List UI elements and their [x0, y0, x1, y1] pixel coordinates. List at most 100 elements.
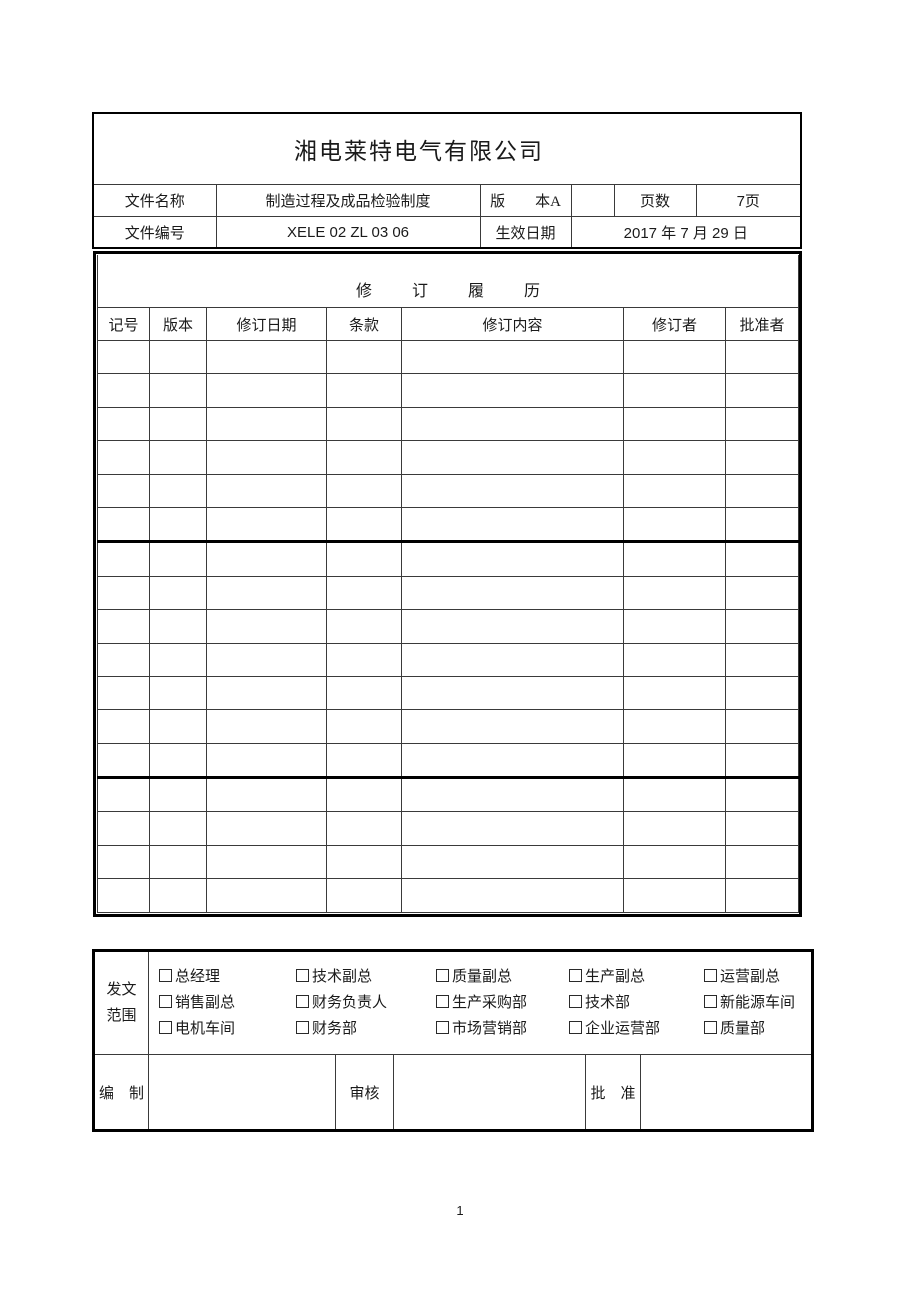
checkbox-unchecked-icon	[569, 969, 582, 982]
document-header-table: 湘电莱特电气有限公司 文件名称 制造过程及成品检验制度 版 本A 页数 7页 文…	[92, 112, 803, 249]
checkbox-label: 财务部	[312, 1021, 358, 1037]
checkbox-label: 生产采购部	[452, 995, 528, 1011]
distribution-checkbox-总经理[interactable]: 总经理	[159, 964, 296, 990]
revision-empty-row	[97, 373, 800, 408]
prepare-label: 编 制	[93, 1054, 149, 1131]
checkbox-label: 电机车间	[175, 1021, 236, 1037]
revision-empty-cell	[97, 541, 150, 577]
distribution-scope-label: 发文 范围	[93, 950, 149, 1055]
doc-name-value: 制造过程及成品检验制度	[215, 184, 481, 217]
distribution-checkbox-生产采购部[interactable]: 生产采购部	[436, 990, 569, 1016]
revision-empty-cell	[149, 373, 207, 408]
revision-empty-row	[97, 339, 800, 375]
distribution-checkbox-技术副总[interactable]: 技术副总	[296, 964, 436, 990]
revision-empty-cell	[206, 742, 327, 780]
revision-empty-row	[97, 742, 800, 780]
revision-empty-cell	[623, 541, 726, 577]
revision-empty-cell	[623, 440, 726, 475]
distribution-checkbox-新能源车间[interactable]: 新能源车间	[704, 990, 811, 1016]
revision-empty-row	[97, 777, 800, 813]
revision-empty-cell	[326, 541, 402, 577]
revision-empty-cell	[724, 575, 800, 611]
revision-empty-row	[97, 709, 800, 744]
distribution-checkbox-质量副总[interactable]: 质量副总	[436, 964, 569, 990]
revision-empty-cell	[149, 339, 207, 375]
revision-empty-cell	[206, 844, 327, 880]
distribution-checkbox-财务部[interactable]: 财务部	[296, 1016, 436, 1042]
revision-empty-cell	[401, 406, 624, 442]
revision-empty-cell	[724, 777, 800, 813]
revision-empty-cell	[401, 878, 624, 913]
distribution-checkbox-技术部[interactable]: 技术部	[569, 990, 704, 1016]
revision-empty-cell	[401, 609, 624, 644]
revision-empty-cell	[149, 575, 207, 611]
revision-empty-cell	[97, 709, 150, 744]
checkbox-unchecked-icon	[436, 969, 449, 982]
revision-empty-cell	[206, 777, 327, 813]
revision-empty-cell	[724, 878, 800, 913]
revision-empty-row	[97, 575, 800, 611]
revision-empty-row	[97, 406, 800, 442]
revision-empty-cell	[724, 406, 800, 442]
revision-empty-cell	[401, 675, 624, 711]
revision-empty-cell	[206, 575, 327, 611]
revision-empty-row	[97, 844, 800, 880]
revision-empty-cell	[401, 373, 624, 408]
doc-name-label: 文件名称	[92, 184, 217, 217]
checkbox-label: 技术副总	[312, 969, 373, 985]
checkbox-label: 技术部	[585, 995, 631, 1011]
spare-cell	[570, 184, 615, 217]
company-name: 湘电莱特电气有限公司	[92, 112, 802, 185]
revision-empty-cell	[149, 742, 207, 780]
checkbox-label: 质量部	[720, 1021, 766, 1037]
revision-empty-cell	[326, 777, 402, 813]
prepare-signature-cell	[148, 1054, 336, 1131]
distribution-checkbox-市场营销部[interactable]: 市场营销部	[436, 1016, 569, 1042]
revision-empty-row	[97, 541, 800, 577]
revision-empty-cell	[623, 709, 726, 744]
revision-empty-cell	[149, 609, 207, 644]
revision-empty-cell	[149, 878, 207, 913]
revision-empty-cell	[97, 675, 150, 711]
checkbox-unchecked-icon	[296, 1021, 309, 1034]
distribution-checkbox-质量部[interactable]: 质量部	[704, 1016, 811, 1042]
checkbox-label: 生产副总	[585, 969, 646, 985]
checkbox-label: 运营副总	[720, 969, 781, 985]
pages-label: 页数	[613, 184, 697, 217]
revision-empty-cell	[149, 541, 207, 577]
revision-empty-cell	[623, 777, 726, 813]
revision-empty-cell	[623, 373, 726, 408]
checkbox-unchecked-icon	[296, 969, 309, 982]
revision-empty-cell	[724, 541, 800, 577]
distribution-checkbox-生产副总[interactable]: 生产副总	[569, 964, 704, 990]
revision-empty-cell	[326, 339, 402, 375]
revision-empty-cell	[97, 473, 150, 508]
revision-empty-row	[97, 473, 800, 508]
revision-empty-row	[97, 506, 800, 544]
distribution-checkbox-企业运营部[interactable]: 企业运营部	[569, 1016, 704, 1042]
revision-empty-cell	[97, 777, 150, 813]
revision-empty-row	[97, 609, 800, 644]
revision-empty-cell	[206, 373, 327, 408]
revision-empty-cell	[623, 811, 726, 846]
revision-empty-cell	[97, 373, 150, 408]
revision-empty-row	[97, 675, 800, 711]
effective-date-label: 生效日期	[479, 216, 572, 249]
revision-empty-cell	[149, 506, 207, 544]
distribution-checkbox-财务负责人[interactable]: 财务负责人	[296, 990, 436, 1016]
revision-empty-cell	[724, 339, 800, 375]
revision-empty-cell	[326, 609, 402, 644]
revision-empty-cell	[623, 506, 726, 544]
revision-empty-cell	[206, 406, 327, 442]
revision-empty-cell	[206, 541, 327, 577]
revision-empty-cell	[326, 406, 402, 442]
distribution-checkbox-运营副总[interactable]: 运营副总	[704, 964, 811, 990]
revision-empty-cell	[326, 473, 402, 508]
revision-empty-cell	[206, 473, 327, 508]
distribution-checkbox-销售副总[interactable]: 销售副总	[159, 990, 296, 1016]
revision-empty-cell	[724, 675, 800, 711]
revision-header-row: 记号 版本 修订日期 条款 修订内容 修订者 批准者	[97, 307, 800, 341]
distribution-checkbox-电机车间[interactable]: 电机车间	[159, 1016, 296, 1042]
revision-empty-cell	[326, 811, 402, 846]
